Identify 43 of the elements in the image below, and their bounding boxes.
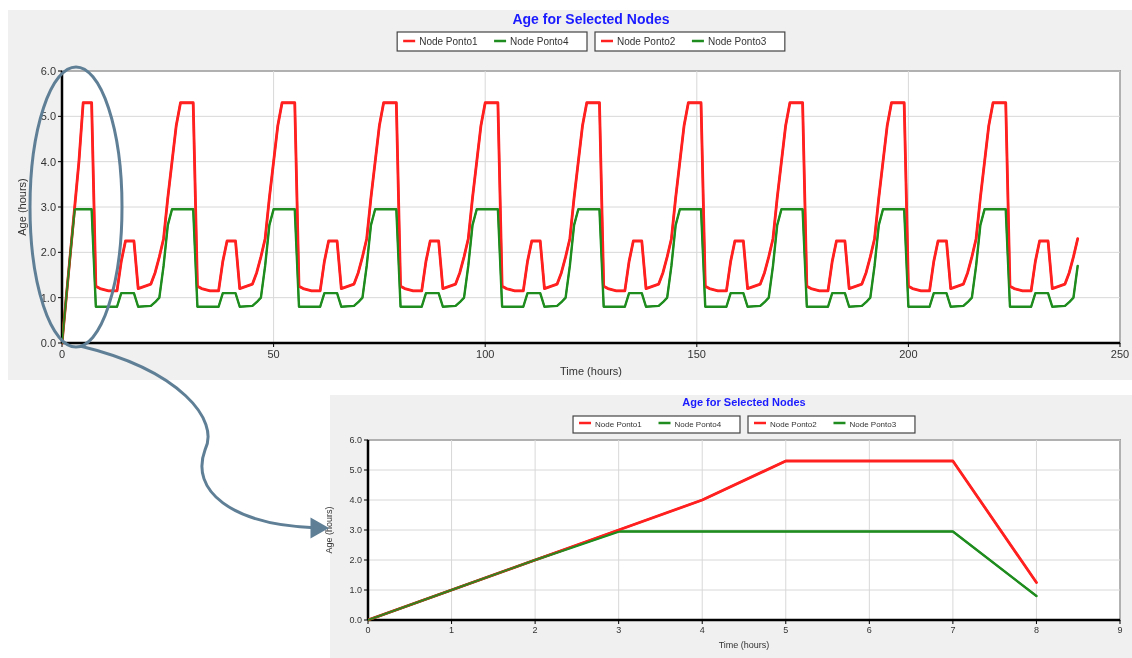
y-tick-label: 1.0 (349, 585, 362, 596)
legend-label: Node Ponto4 (674, 420, 722, 429)
x-tick-label: 5 (783, 625, 789, 635)
y-tick-label: 6.0 (40, 64, 56, 77)
y-tick-label: 2.0 (349, 555, 362, 566)
y-tick-label: 3.0 (40, 200, 56, 213)
x-tick-label: 3 (616, 625, 622, 635)
x-tick-label: 0 (58, 348, 66, 360)
x-tick-label: 9 (1117, 625, 1123, 635)
x-tick-label: 4 (699, 625, 705, 635)
legend-label: Node Ponto1 (595, 420, 643, 429)
x-tick-label: 0 (365, 625, 371, 635)
y-tick-label: 4.0 (40, 155, 56, 168)
x-tick-label: 250 (1110, 348, 1130, 360)
legend-label: Node Ponto2 (617, 36, 676, 47)
y-tick-label: 0.0 (40, 336, 56, 349)
legend-label: Node Ponto1 (419, 36, 478, 47)
legend-label: Node Ponto2 (770, 420, 818, 429)
chart-title: Age for Selected Nodes (682, 396, 806, 408)
x-tick-label: 100 (476, 348, 495, 360)
y-tick-label: 4.0 (349, 495, 362, 506)
y-axis-title: Age (hours) (324, 506, 334, 554)
y-tick-label: 3.0 (349, 525, 362, 536)
x-axis-title: Time (hours) (560, 365, 622, 377)
x-tick-label: 6 (866, 625, 872, 635)
y-tick-label: 2.0 (40, 246, 56, 259)
x-tick-label: 150 (687, 348, 706, 360)
x-tick-label: 200 (899, 348, 918, 360)
x-tick-label: 2 (532, 625, 538, 635)
x-tick-label: 8 (1033, 625, 1039, 635)
legend-label: Node Ponto4 (510, 36, 569, 47)
x-axis-title: Time (hours) (718, 640, 770, 650)
y-tick-label: 0.0 (349, 615, 362, 626)
legend-label: Node Ponto3 (707, 36, 767, 47)
legend-label: Node Ponto3 (849, 420, 897, 429)
chart-title: Age for Selected Nodes (512, 11, 670, 27)
x-tick-label: 7 (950, 625, 956, 635)
y-axis-title: Age (hours) (16, 178, 28, 236)
x-tick-label: 50 (267, 348, 280, 360)
y-tick-label: 5.0 (349, 465, 362, 476)
x-tick-label: 1 (449, 625, 455, 635)
y-tick-label: 1.0 (40, 291, 56, 304)
y-tick-label: 6.0 (349, 435, 362, 446)
